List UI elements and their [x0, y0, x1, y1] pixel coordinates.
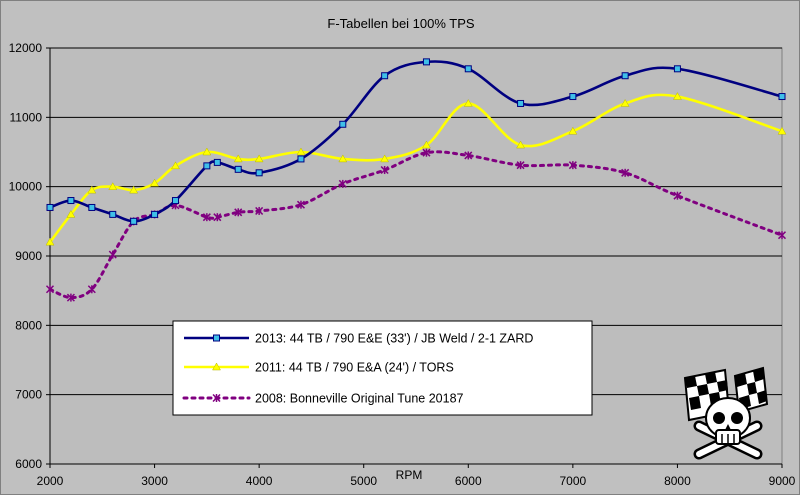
data-point — [213, 213, 222, 222]
chart-title: F-Tabellen bei 100% TPS — [327, 16, 475, 31]
data-point — [621, 72, 629, 80]
data-point — [621, 168, 630, 177]
data-point — [380, 165, 389, 175]
series-1 — [46, 58, 786, 225]
data-point — [171, 161, 180, 170]
data-point — [568, 126, 578, 135]
y-tick-label: 12000 — [9, 41, 43, 55]
data-point — [88, 203, 96, 211]
x-tick-label: 2000 — [37, 474, 64, 488]
data-point — [516, 140, 526, 149]
data-point — [339, 120, 347, 128]
y-tick-label: 9000 — [15, 249, 42, 263]
data-point — [233, 154, 243, 163]
legend-item: 2013: 44 TB / 790 E&E (33') / JB Weld / … — [184, 332, 533, 346]
legend-marker — [213, 334, 220, 342]
legend-label: 2011: 44 TB / 790 E&A (24') / TORS — [255, 361, 454, 375]
data-point — [338, 179, 347, 188]
data-point — [45, 285, 55, 294]
data-point — [517, 99, 525, 107]
data-point — [254, 154, 264, 163]
data-point — [255, 169, 263, 177]
data-point — [338, 154, 348, 163]
data-point — [673, 191, 682, 200]
data-point — [568, 161, 577, 170]
data-point — [296, 147, 306, 156]
data-point — [87, 185, 97, 194]
legend-item: 2008: Bonneville Original Tune 20187 — [182, 392, 464, 406]
y-tick-label: 6000 — [15, 457, 42, 471]
data-point — [778, 93, 786, 101]
data-point — [203, 162, 211, 170]
data-point — [151, 210, 159, 218]
data-point — [672, 92, 682, 100]
legend-items: 2013: 44 TB / 790 E&E (33') / JB Weld / … — [182, 332, 533, 406]
data-point — [777, 231, 787, 240]
data-point — [202, 213, 211, 222]
legend-label: 2008: Bonneville Original Tune 20187 — [255, 392, 464, 406]
y-tick-label: 8000 — [15, 318, 42, 332]
data-point — [620, 98, 630, 107]
data-point — [464, 65, 472, 73]
data-point — [150, 178, 160, 187]
data-point — [171, 197, 179, 205]
x-tick-label: 5000 — [350, 474, 377, 488]
series-2 — [45, 92, 787, 246]
data-point — [129, 185, 139, 194]
legend: 2013: 44 TB / 790 E&E (33') / JB Weld / … — [172, 320, 593, 416]
data-point — [296, 200, 306, 209]
data-point — [422, 148, 431, 157]
data-point — [380, 154, 390, 163]
data-point — [202, 147, 212, 156]
skull-flag-icon — [683, 366, 769, 460]
x-tick-label: 7000 — [560, 474, 587, 488]
x-tick-label: 4000 — [246, 474, 273, 488]
data-point — [234, 208, 243, 217]
data-point — [130, 217, 138, 225]
data-point — [66, 209, 76, 218]
data-point — [516, 161, 525, 170]
data-point — [569, 93, 577, 101]
x-tick-label: 9000 — [769, 474, 796, 488]
y-tick-label: 11000 — [10, 110, 43, 124]
x-tick-label: 3000 — [141, 474, 168, 488]
data-point — [66, 293, 75, 302]
legend-label: 2013: 44 TB / 790 E&E (33') / JB Weld / … — [255, 332, 533, 346]
legend-item: 2011: 44 TB / 790 E&A (24') / TORS — [184, 361, 454, 375]
legend-marker — [212, 393, 221, 403]
skull-icon — [693, 397, 763, 460]
legend-marker — [212, 362, 221, 371]
data-point — [46, 203, 54, 211]
y-tick-label: 7000 — [15, 388, 42, 402]
data-point — [87, 285, 96, 294]
data-point — [255, 206, 264, 215]
data-point — [108, 182, 118, 190]
x-axis-label: RPM — [396, 468, 423, 482]
x-tick-label: 8000 — [664, 474, 691, 488]
data-point — [463, 98, 473, 107]
data-point — [108, 250, 117, 259]
y-axis-ticks: 6000 7000 8000 9000 10000 11000 12000 — [9, 41, 51, 471]
data-point — [464, 151, 473, 160]
data-point — [45, 237, 55, 246]
data-point — [777, 126, 787, 135]
data-point — [297, 155, 305, 163]
data-point — [422, 140, 431, 149]
data-point — [67, 197, 75, 205]
data-point — [422, 58, 430, 66]
data-point — [234, 165, 242, 173]
data-point — [109, 210, 117, 218]
y-tick-label: 10000 — [9, 180, 43, 194]
x-tick-label: 6000 — [455, 474, 482, 488]
series-layer — [45, 58, 787, 302]
data-point — [213, 158, 221, 166]
data-point — [381, 72, 389, 80]
x-axis-ticks: 2000 3000 4000 5000 6000 7000 8000 9000 — [37, 463, 796, 488]
data-point — [673, 65, 681, 73]
